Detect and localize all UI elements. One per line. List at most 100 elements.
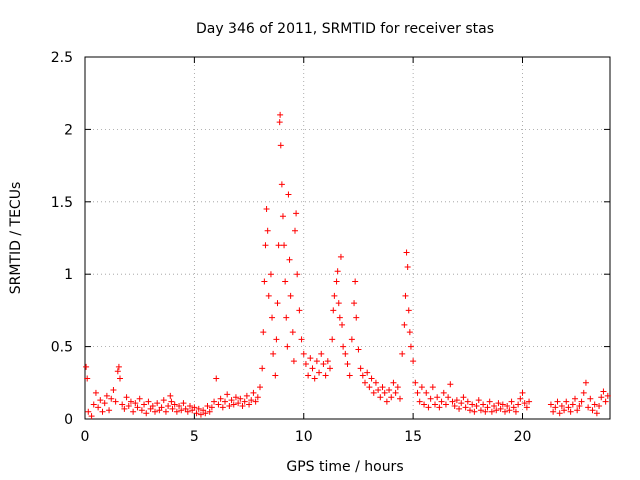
data-point bbox=[565, 404, 572, 411]
data-point bbox=[206, 408, 213, 415]
data-point bbox=[390, 379, 397, 386]
data-point bbox=[215, 401, 222, 408]
data-point bbox=[184, 408, 191, 415]
data-point bbox=[284, 343, 291, 350]
data-point bbox=[377, 394, 384, 401]
data-point bbox=[103, 392, 110, 399]
data-point bbox=[372, 379, 379, 386]
data-point bbox=[106, 407, 113, 414]
data-point bbox=[169, 405, 176, 412]
data-point bbox=[136, 395, 143, 402]
data-point bbox=[477, 407, 484, 414]
data-point bbox=[289, 329, 296, 336]
data-point bbox=[298, 336, 305, 343]
data-point bbox=[178, 407, 185, 414]
data-point bbox=[152, 408, 158, 415]
data-point bbox=[149, 402, 156, 409]
data-point bbox=[447, 381, 454, 388]
data-point bbox=[587, 395, 594, 402]
data-point bbox=[132, 400, 139, 407]
data-point bbox=[550, 408, 557, 415]
data-point bbox=[467, 407, 473, 414]
data-point bbox=[263, 206, 270, 213]
data-point bbox=[596, 402, 603, 409]
data-point bbox=[342, 350, 349, 357]
x-axis-label: GPS time / hours bbox=[286, 459, 403, 475]
data-point bbox=[127, 398, 134, 405]
data-point bbox=[138, 407, 145, 414]
y-tick-label: 1.5 bbox=[51, 195, 73, 211]
data-point bbox=[99, 408, 106, 415]
data-point bbox=[456, 405, 463, 412]
data-point bbox=[406, 329, 413, 336]
data-point bbox=[491, 402, 498, 409]
data-point bbox=[260, 329, 267, 336]
data-point bbox=[265, 292, 272, 299]
data-point bbox=[383, 398, 390, 405]
data-point bbox=[495, 400, 502, 407]
data-point bbox=[574, 407, 581, 414]
data-point bbox=[180, 400, 187, 407]
data-point bbox=[512, 408, 519, 415]
data-point bbox=[434, 394, 441, 401]
data-point bbox=[202, 410, 209, 417]
data-point bbox=[392, 389, 399, 396]
data-points bbox=[83, 111, 611, 420]
data-point bbox=[510, 404, 517, 411]
data-point bbox=[460, 394, 467, 401]
data-point bbox=[600, 388, 607, 395]
data-point bbox=[195, 405, 202, 412]
data-point bbox=[572, 395, 578, 402]
chart-title: Day 346 of 2011, SRMTID for receiver sta… bbox=[196, 21, 494, 37]
data-point bbox=[97, 397, 104, 404]
data-point bbox=[423, 389, 430, 396]
data-point bbox=[243, 392, 250, 399]
data-point bbox=[300, 350, 307, 357]
data-point bbox=[366, 384, 373, 391]
data-point bbox=[101, 400, 108, 407]
data-point bbox=[339, 321, 346, 328]
data-point bbox=[261, 278, 268, 285]
data-point bbox=[449, 398, 456, 405]
data-point bbox=[154, 400, 161, 407]
data-point bbox=[407, 343, 414, 350]
y-tick-label: 0 bbox=[64, 412, 73, 428]
data-point bbox=[187, 402, 193, 409]
data-point bbox=[440, 389, 447, 396]
data-point bbox=[114, 368, 121, 375]
data-point bbox=[92, 389, 99, 396]
data-point bbox=[351, 300, 358, 307]
data-point bbox=[502, 408, 508, 415]
data-point bbox=[416, 398, 423, 405]
data-point bbox=[445, 394, 452, 401]
data-point bbox=[482, 408, 489, 415]
data-point bbox=[278, 181, 285, 188]
data-point bbox=[293, 210, 300, 217]
data-point bbox=[436, 404, 443, 411]
data-point bbox=[296, 307, 303, 314]
y-tick-label: 2.5 bbox=[51, 50, 73, 66]
data-point bbox=[125, 402, 132, 409]
data-point bbox=[405, 307, 412, 314]
data-point bbox=[388, 394, 395, 401]
data-point bbox=[119, 401, 126, 408]
data-point bbox=[226, 402, 233, 409]
data-point bbox=[279, 213, 286, 220]
data-point bbox=[427, 395, 434, 402]
data-point bbox=[346, 372, 353, 379]
data-point bbox=[302, 360, 309, 367]
data-point bbox=[497, 405, 504, 412]
data-point bbox=[283, 314, 290, 321]
data-point bbox=[421, 401, 428, 408]
data-point bbox=[228, 397, 235, 404]
data-point bbox=[359, 372, 366, 379]
data-point bbox=[90, 401, 97, 408]
data-point bbox=[399, 350, 406, 357]
data-point bbox=[222, 398, 228, 405]
plot-frame bbox=[84, 56, 611, 420]
data-point bbox=[504, 402, 511, 409]
data-point bbox=[264, 227, 271, 234]
data-point bbox=[404, 263, 411, 270]
data-point bbox=[110, 387, 117, 394]
data-point bbox=[246, 401, 253, 408]
